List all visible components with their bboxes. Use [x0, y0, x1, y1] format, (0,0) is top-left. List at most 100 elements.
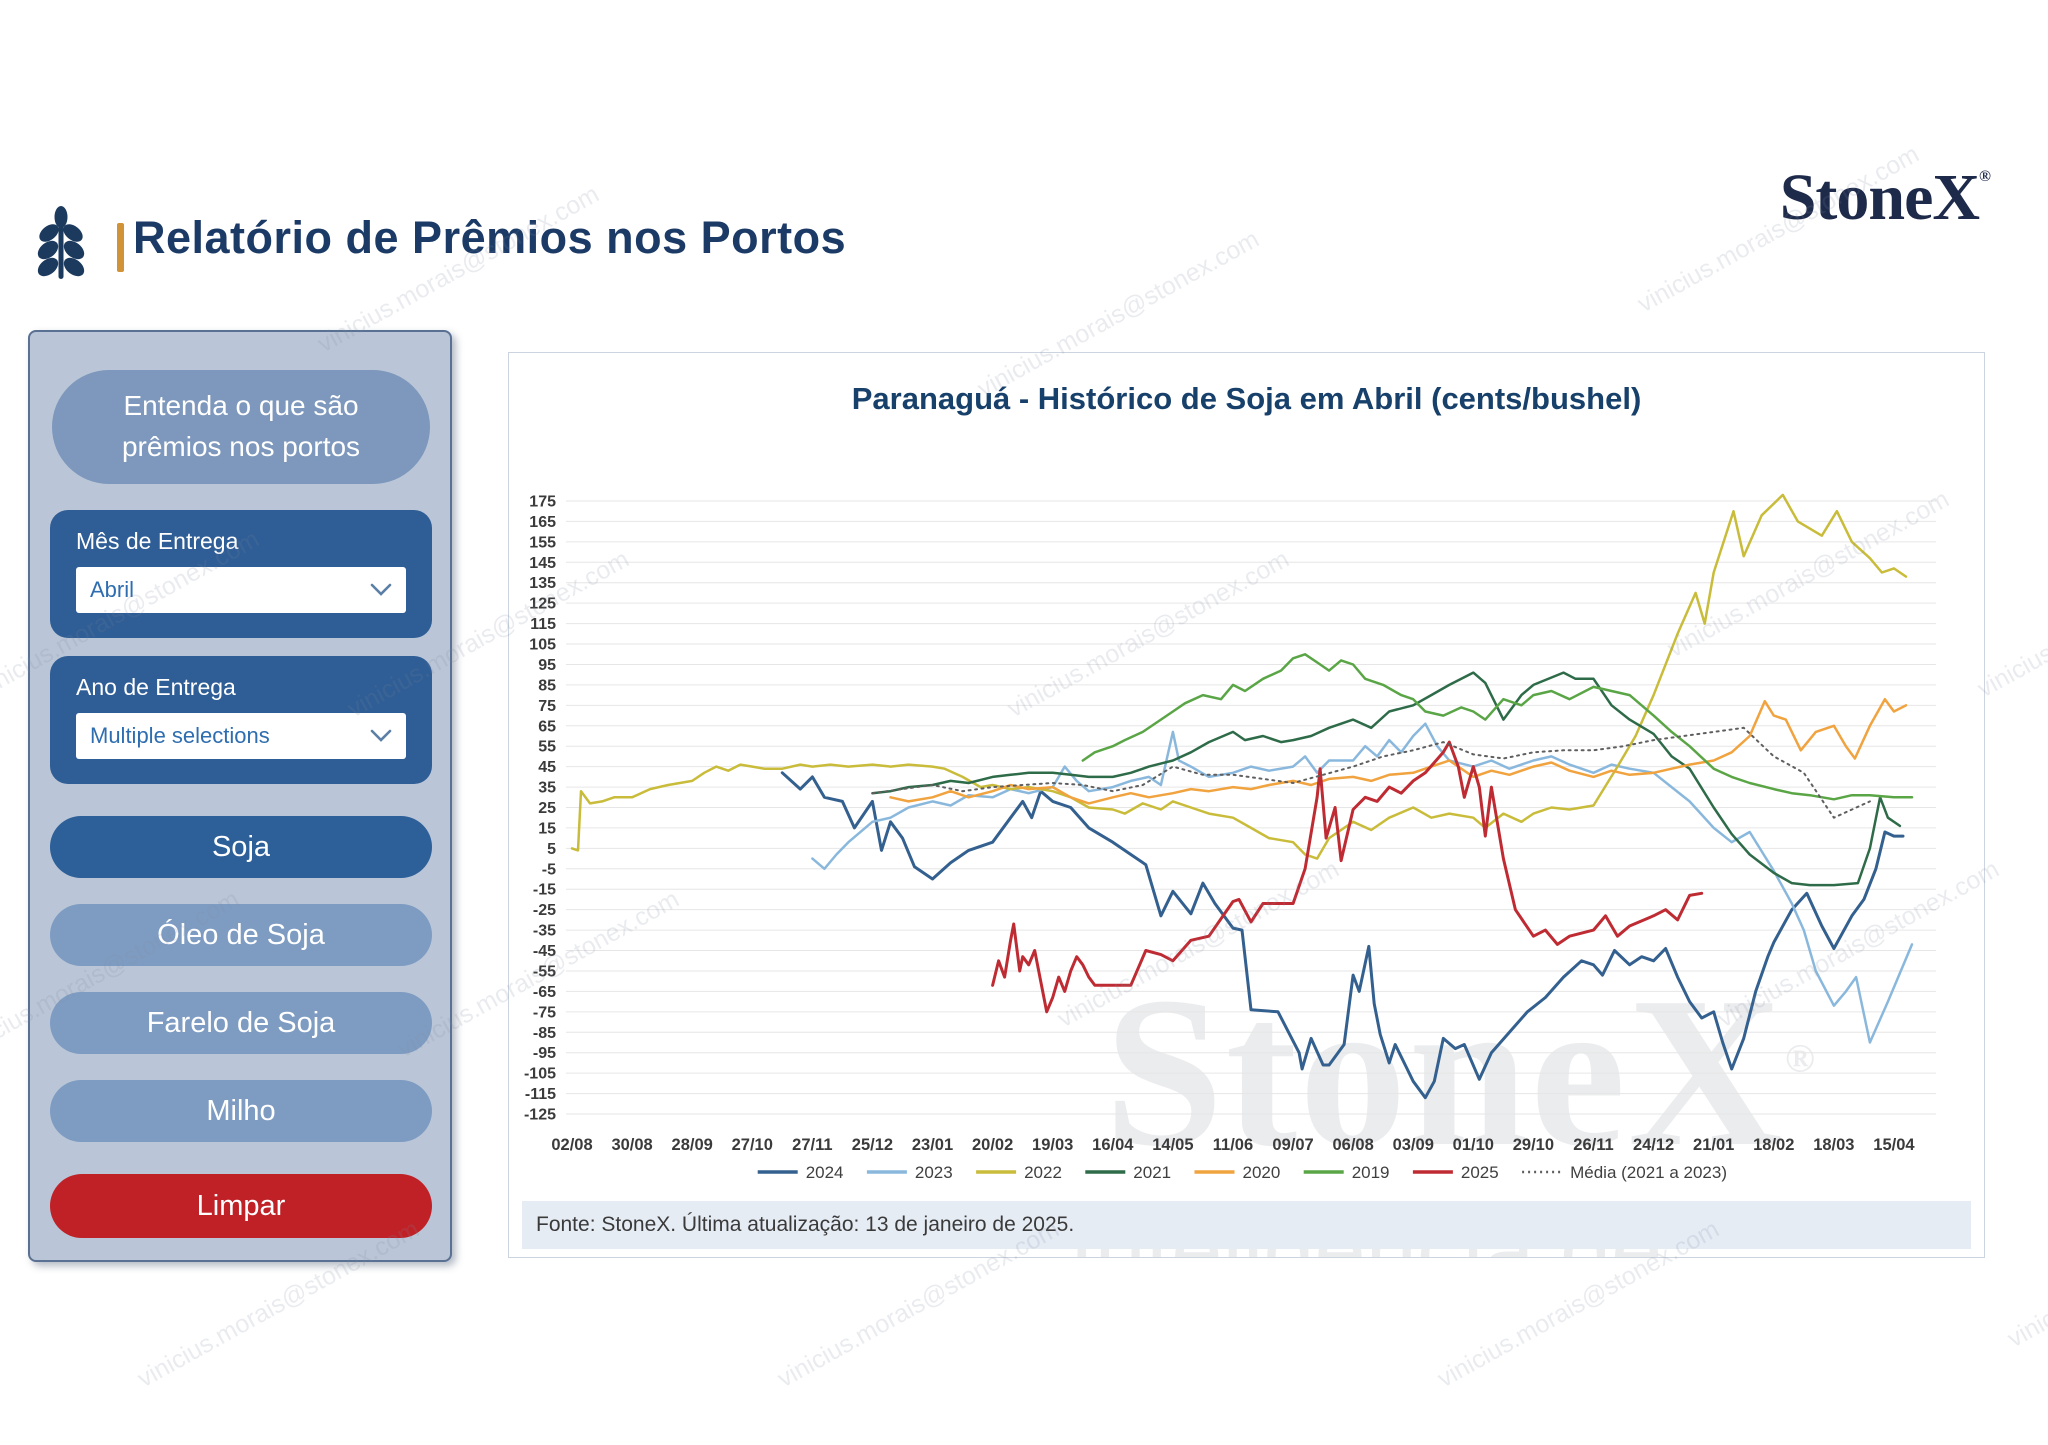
x-axis-tick-label: 26/11	[1573, 1136, 1613, 1154]
x-axis-tick-label: 23/01	[912, 1136, 953, 1154]
chart-footer: Fonte: StoneX. Última atualização: 13 de…	[522, 1201, 1971, 1249]
y-axis-tick-label: 55	[538, 739, 556, 756]
line-chart[interactable]: 1751651551451351251151059585756555453525…	[509, 433, 1986, 1193]
x-axis-tick-label: 25/12	[852, 1136, 893, 1154]
y-axis-tick-label: 135	[529, 575, 556, 592]
legend-item-m-dia-2021-a-2023-[interactable]: Média (2021 a 2023)	[1522, 1163, 1727, 1182]
x-axis-tick-label: 02/08	[551, 1136, 592, 1154]
x-axis-tick-label: 28/09	[672, 1136, 713, 1154]
y-axis-tick-label: -45	[533, 943, 556, 960]
y-axis-tick-label: 165	[529, 514, 556, 531]
x-axis-tick-label: 30/08	[611, 1136, 652, 1154]
series-line-2023	[811, 722, 1914, 1044]
year-filter-card: Ano de Entrega Multiple selections	[50, 656, 432, 784]
month-filter-card: Mês de Entrega Abril	[50, 510, 432, 638]
x-axis-tick-label: 18/03	[1813, 1136, 1854, 1154]
y-axis-tick-label: 15	[538, 820, 556, 837]
y-axis-tick-label: -55	[533, 963, 556, 980]
legend-label: 2024	[806, 1163, 844, 1182]
year-select-value: Multiple selections	[90, 723, 270, 748]
legend-label: 2021	[1133, 1163, 1171, 1182]
legend-item-2022[interactable]: 2022	[976, 1163, 1062, 1182]
x-axis-tick-label: 27/10	[732, 1136, 773, 1154]
x-axis-tick-label: 24/12	[1633, 1136, 1674, 1154]
y-axis-tick-label: 85	[538, 677, 556, 694]
series-line-2020	[889, 697, 1908, 805]
y-axis-tick-label: 125	[529, 596, 556, 613]
y-axis-tick-label: 5	[547, 841, 556, 858]
month-filter-label: Mês de Entrega	[76, 528, 239, 554]
y-axis-tick-label: -75	[533, 1004, 556, 1021]
month-select-value: Abril	[90, 577, 135, 602]
y-axis-tick-label: -115	[525, 1086, 556, 1103]
product-button-milho[interactable]: Milho	[50, 1080, 432, 1142]
chart-title: Paranaguá - Histórico de Soja em Abril (…	[851, 381, 1642, 416]
legend-label: 2019	[1352, 1163, 1390, 1182]
series-line-2019	[1081, 653, 1914, 801]
y-axis-tick-label: 65	[538, 718, 556, 735]
x-axis-tick-label: 18/02	[1753, 1136, 1794, 1154]
y-axis-tick-label: 35	[538, 780, 556, 797]
x-axis-tick-label: 16/04	[1092, 1136, 1134, 1154]
registered-mark: ®	[1979, 168, 1991, 185]
product-button-farelo-de-soja[interactable]: Farelo de Soja	[50, 992, 432, 1054]
chart-source-text: Fonte: StoneX. Última atualização: 13 de…	[536, 1213, 1075, 1236]
x-axis-tick-label: 29/10	[1513, 1136, 1554, 1154]
y-axis-tick-label: 75	[538, 698, 556, 715]
y-axis-tick-label: -15	[533, 882, 556, 899]
y-axis-tick-label: 105	[529, 637, 556, 654]
email-watermark: vinicius.morais@stonex.com	[2002, 1174, 2048, 1354]
legend-label: Média (2021 a 2023)	[1570, 1163, 1727, 1182]
legend-item-2025[interactable]: 2025	[1412, 1163, 1499, 1182]
info-button[interactable]: Entenda o que são prêmios nos portos	[52, 370, 430, 484]
y-axis-tick-label: -35	[533, 923, 556, 940]
y-axis-tick-label: -85	[533, 1025, 556, 1042]
y-axis-tick-label: -25	[533, 902, 556, 919]
x-axis-tick-label: 11/06	[1213, 1136, 1253, 1154]
legend-item-2019[interactable]: 2019	[1303, 1163, 1390, 1182]
legend-item-2024[interactable]: 2024	[757, 1163, 844, 1182]
x-axis-tick-label: 14/05	[1152, 1136, 1193, 1154]
wheat-icon	[37, 206, 85, 279]
year-filter-label: Ano de Entrega	[76, 674, 236, 700]
x-axis-tick-label: 20/02	[972, 1136, 1013, 1154]
legend-item-2020[interactable]: 2020	[1194, 1163, 1281, 1182]
y-axis-tick-label: 155	[529, 534, 556, 551]
y-axis-tick-label: -5	[542, 861, 556, 878]
y-axis-tick-label: 45	[538, 759, 556, 776]
y-axis-tick-label: 115	[530, 616, 556, 633]
page-title: Relatório de Prêmios nos Portos	[133, 212, 847, 263]
month-select[interactable]: Abril	[76, 567, 406, 613]
product-button-soja[interactable]: Soja	[50, 816, 432, 878]
x-axis-tick-label: 21/01	[1693, 1136, 1734, 1154]
series-line-m-dia-2021-a-2023-	[871, 726, 1871, 819]
y-axis-tick-label: 25	[538, 800, 556, 817]
chevron-down-icon	[370, 729, 392, 742]
clear-filters-button[interactable]: Limpar	[50, 1174, 432, 1238]
x-axis-tick-label: 15/04	[1873, 1136, 1915, 1154]
series-line-2025	[991, 740, 1704, 1014]
chevron-down-icon	[370, 583, 392, 596]
y-axis-tick-label: 175	[529, 494, 556, 511]
legend-item-2021[interactable]: 2021	[1085, 1163, 1171, 1182]
chart-card: StoneX® Inteligência de Mercado Paranagu…	[508, 352, 1985, 1258]
legend-label: 2025	[1461, 1163, 1499, 1182]
x-axis-tick-label: 27/11	[792, 1136, 832, 1154]
series-line-2024	[780, 771, 1905, 1100]
legend-label: 2020	[1243, 1163, 1281, 1182]
orange-accent-bar	[117, 223, 124, 272]
product-button-oleo-de-soja[interactable]: Óleo de Soja	[50, 904, 432, 966]
y-axis-tick-label: -125	[524, 1107, 556, 1124]
y-axis-tick-label: -65	[533, 984, 556, 1001]
y-axis-tick-label: -105	[524, 1066, 556, 1083]
x-axis-tick-label: 09/07	[1272, 1136, 1313, 1154]
x-axis-tick-label: 03/09	[1393, 1136, 1434, 1154]
filter-sidebar: Entenda o que são prêmios nos portos Mês…	[28, 330, 452, 1262]
legend-item-2023[interactable]: 2023	[866, 1163, 953, 1182]
y-axis-tick-label: 145	[529, 555, 556, 572]
series-line-2021	[871, 671, 1902, 887]
legend-label: 2022	[1024, 1163, 1062, 1182]
x-axis-tick-label: 19/03	[1032, 1136, 1073, 1154]
year-select[interactable]: Multiple selections	[76, 713, 406, 759]
